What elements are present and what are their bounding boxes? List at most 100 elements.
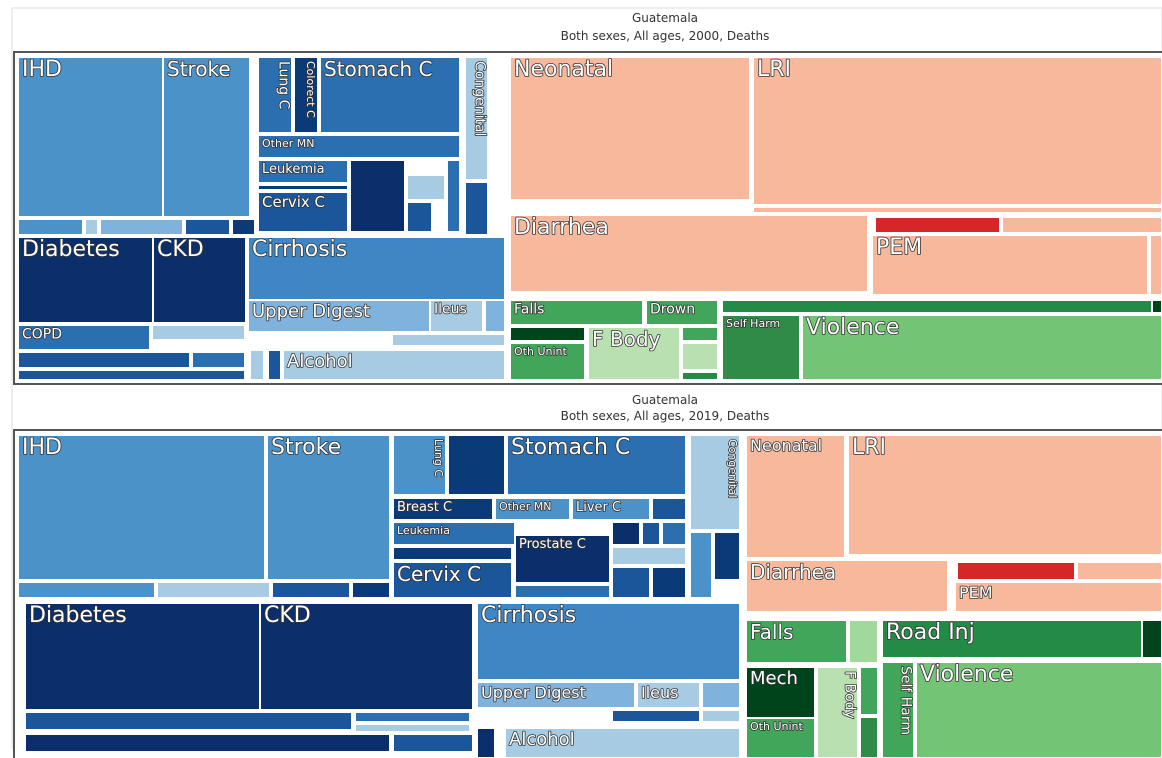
tile xyxy=(152,236,247,324)
tile xyxy=(406,201,433,233)
tile xyxy=(881,619,1143,659)
tile xyxy=(745,619,848,664)
tile-label: Neonatal xyxy=(514,57,613,82)
tile-label: Cervix C xyxy=(262,193,325,211)
tile xyxy=(509,299,644,326)
tile-label: Diarrhea xyxy=(514,215,609,240)
tile-label: Breast C xyxy=(397,500,452,515)
tile xyxy=(257,56,293,134)
tile-label: Diarrhea xyxy=(750,560,836,584)
tile xyxy=(257,184,349,191)
tile-label: CKD xyxy=(264,603,311,628)
tile xyxy=(859,716,879,758)
tile xyxy=(1076,561,1162,581)
tile xyxy=(282,349,506,381)
tile xyxy=(848,619,879,664)
tile-label: Violence xyxy=(920,662,1013,687)
tile-label: Ileus xyxy=(434,302,467,318)
tile xyxy=(874,216,1001,234)
tile xyxy=(713,531,741,581)
title: Guatemala xyxy=(632,11,698,25)
tile-label: Stomach C xyxy=(511,435,630,460)
tile xyxy=(17,56,164,218)
tile xyxy=(645,299,719,326)
tile-label: PEM xyxy=(959,583,993,602)
tile xyxy=(464,56,489,181)
tile xyxy=(801,314,1162,381)
tile xyxy=(681,342,719,371)
tile-label: Diabetes xyxy=(22,237,120,262)
tile-label: Road Inj xyxy=(886,620,975,645)
tile xyxy=(17,351,191,369)
tile xyxy=(446,159,461,233)
tile xyxy=(954,581,1162,613)
tile xyxy=(17,236,154,324)
tile-label: LRI xyxy=(852,435,886,460)
tile xyxy=(17,369,246,381)
tile-label: Other MN xyxy=(262,137,314,150)
tile xyxy=(17,324,151,351)
tile-label: F Body xyxy=(841,671,857,719)
tile-label: Liver C xyxy=(576,500,621,515)
tile-label: Ileus xyxy=(641,683,678,702)
tile xyxy=(1001,216,1162,234)
tile xyxy=(504,727,741,758)
tile xyxy=(745,559,949,613)
tile xyxy=(689,531,713,599)
tile xyxy=(24,733,391,753)
tile xyxy=(84,218,99,236)
tile xyxy=(571,497,651,521)
tile xyxy=(721,299,1153,314)
tile xyxy=(1141,619,1162,659)
tile xyxy=(257,159,349,184)
tile xyxy=(392,521,516,546)
tile xyxy=(509,326,586,342)
tile xyxy=(514,584,611,599)
tile xyxy=(745,717,816,758)
tile xyxy=(392,497,494,521)
tile-label: Neonatal xyxy=(750,436,822,455)
tile xyxy=(392,733,474,753)
tile xyxy=(464,181,489,236)
tile-label: Other MN xyxy=(499,500,551,513)
tile xyxy=(392,546,513,561)
tile-label: Upper Digest xyxy=(252,301,370,322)
tile xyxy=(354,711,471,723)
tile xyxy=(184,218,231,236)
tile-label: Leukemia xyxy=(262,162,325,177)
tile xyxy=(611,566,651,599)
tile-label: IHD xyxy=(22,57,62,82)
tile xyxy=(249,349,265,381)
tile-label: Leukemia xyxy=(397,524,450,537)
tile xyxy=(151,324,246,341)
tile xyxy=(689,434,741,531)
tile-label: Oth Unint xyxy=(750,720,803,733)
tile-label: Falls xyxy=(750,620,793,644)
tile xyxy=(641,521,661,546)
tile xyxy=(162,56,251,218)
tile xyxy=(99,218,184,236)
tile-label: Colorect C xyxy=(304,61,317,118)
tile-label: LRI xyxy=(757,57,791,82)
tile xyxy=(651,566,687,599)
tile xyxy=(349,159,406,233)
tile xyxy=(881,661,915,758)
tile-label: Self Harm xyxy=(897,666,913,735)
tile-label: COPD xyxy=(22,327,62,343)
tile-label: Congenital xyxy=(471,61,487,136)
tile xyxy=(494,497,571,521)
tile xyxy=(24,711,353,731)
tile xyxy=(392,434,447,496)
tile xyxy=(816,666,859,758)
tile xyxy=(391,333,506,347)
tile xyxy=(611,709,701,723)
tile-label: Diabetes xyxy=(29,603,127,628)
tile-label: Alcohol xyxy=(509,729,575,750)
tile xyxy=(611,546,687,566)
tile xyxy=(247,236,506,301)
tile xyxy=(476,602,741,681)
tile xyxy=(847,556,1162,559)
tile xyxy=(293,56,319,134)
